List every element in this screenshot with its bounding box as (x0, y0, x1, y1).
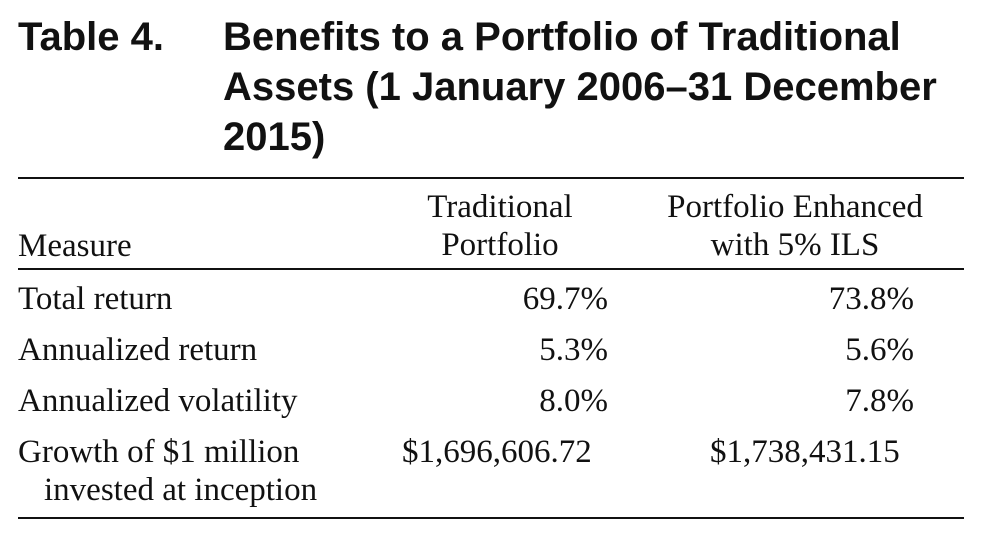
row-growth-label-line1: Growth of $1 million (18, 434, 300, 470)
row-growth-label: Growth of $1 million invested at incepti… (18, 433, 317, 509)
row-annualized-volatility-traditional: 8.0% (539, 383, 608, 419)
row-total-return-traditional: 69.7% (522, 281, 608, 317)
row-growth-enhanced: $1,738,431.15 (710, 434, 900, 470)
header-traditional-line1: Traditional (427, 189, 573, 225)
table-caption: Benefits to a Portfolio of Traditional A… (223, 15, 937, 159)
row-annualized-return-traditional: 5.3% (539, 332, 608, 368)
row-annualized-return-enhanced: 5.6% (845, 332, 914, 368)
row-total-return-enhanced: 73.8% (828, 281, 914, 317)
header-measure: Measure (18, 228, 132, 264)
header-traditional-line2: Portfolio (441, 227, 559, 263)
bottom-rule (18, 517, 964, 519)
header-enhanced-line1: Portfolio Enhanced (667, 189, 923, 225)
row-annualized-volatility-label: Annualized volatility (18, 383, 298, 419)
header-enhanced-portfolio: Portfolio Enhanced with 5% ILS (640, 188, 950, 264)
header-enhanced-line2: with 5% ILS (710, 227, 880, 263)
row-annualized-return-label: Annualized return (18, 332, 258, 368)
row-growth-label-line2: invested at inception (44, 472, 318, 508)
row-growth-traditional: $1,696,606.72 (402, 434, 592, 470)
row-total-return-label: Total return (18, 281, 173, 317)
header-traditional-portfolio: Traditional Portfolio (385, 188, 615, 264)
header-rule (18, 268, 964, 270)
table-number: Table 4. (18, 15, 164, 59)
top-rule (18, 177, 964, 179)
row-annualized-volatility-enhanced: 7.8% (845, 383, 914, 419)
